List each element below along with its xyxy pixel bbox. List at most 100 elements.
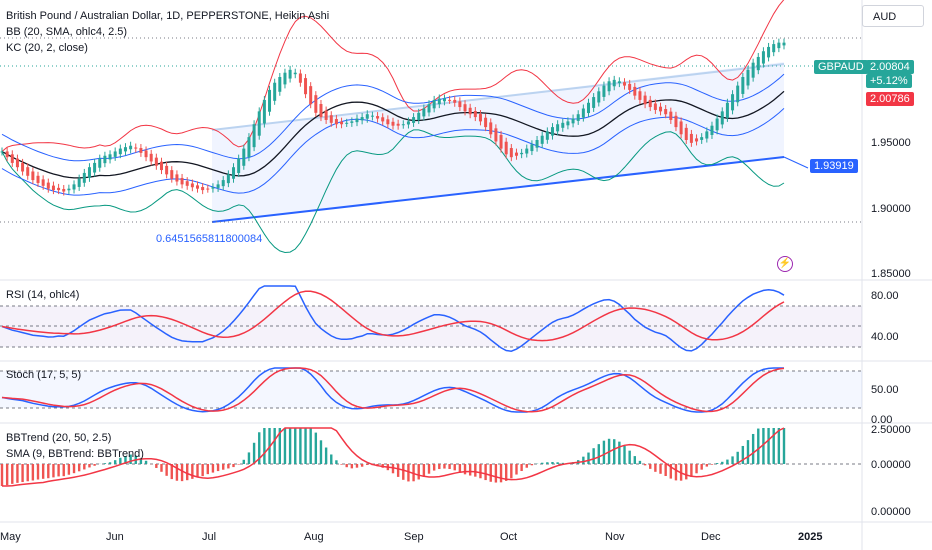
bbtrend-bar (345, 464, 348, 468)
bbtrend-bar (165, 464, 168, 476)
bbtrend-bar (0, 464, 4, 486)
candle-body (587, 102, 590, 114)
bbtrend-bar (299, 428, 302, 464)
price-tick: 1.85000 (871, 268, 911, 280)
candle-body (561, 122, 565, 128)
candle-body (196, 185, 199, 189)
candle-body (298, 73, 302, 83)
bbtrend-bar (664, 464, 667, 477)
bbtrend-bar (31, 464, 35, 481)
bbtrend-bar (597, 444, 600, 464)
bbtrend-bar (623, 445, 626, 464)
bbtrend-bar (83, 464, 86, 470)
bbtrend-bar (360, 464, 364, 467)
candle-body (139, 148, 143, 153)
candle-body (268, 89, 272, 112)
bbtrend-bar (232, 464, 235, 468)
candle-body (216, 184, 220, 188)
bbtrend-bar (36, 464, 40, 480)
bbtrend-bar (546, 462, 549, 464)
basis-line (1, 90, 785, 179)
candle-body (381, 117, 385, 122)
bbtrend-label[interactable]: BBTrend (20, 50, 2.5) (6, 432, 112, 444)
candle-body (31, 171, 35, 181)
flash-icon[interactable]: ⚡ (777, 256, 793, 272)
indicator-bb-label[interactable]: BB (20, SMA, ohlc4, 2.5) (6, 26, 128, 38)
candle-body (715, 118, 719, 131)
bbtrend-bar (216, 464, 220, 472)
indicator-kc-label[interactable]: KC (20, 2, close) (6, 42, 88, 54)
candle-body (550, 127, 554, 136)
bbtrend-bar (304, 428, 307, 464)
bbtrend-sma-label[interactable]: SMA (9, BBTrend: BBTrend) (6, 448, 144, 460)
bbtrend-bar (772, 428, 775, 464)
bbtrend-bar (57, 464, 60, 477)
stoch-band (0, 371, 862, 408)
currency-selector[interactable]: AUD (862, 5, 924, 27)
candle-body (751, 62, 755, 78)
candle-body (504, 141, 508, 155)
candle-body (412, 117, 416, 123)
bbtrend-tick: 0.00000 (871, 459, 911, 471)
candle-body (597, 91, 601, 103)
candle-body (648, 99, 652, 108)
candle-body (370, 115, 374, 117)
change-tag: +5.12% (866, 74, 912, 88)
candle-body (123, 147, 127, 152)
candle-body (201, 187, 205, 191)
bbtrend-bar (721, 461, 724, 464)
channel-price-tag: 1.93919 (810, 159, 858, 173)
candle-body (643, 95, 647, 105)
rsi-label[interactable]: RSI (14, ohlc4) (6, 289, 80, 301)
bbtrend-bar (335, 460, 338, 464)
bbtrend-bar (227, 464, 230, 469)
candle-body (705, 131, 709, 139)
candle-body (545, 131, 549, 140)
candle-body (247, 137, 251, 158)
bbtrend-bar (628, 450, 631, 464)
bbtrend-bar (350, 464, 354, 469)
candle-body (77, 178, 81, 187)
bbtrend-bar (72, 464, 76, 474)
bbtrend-bar (520, 464, 523, 472)
bbtrend-bar (309, 428, 312, 464)
candle-body (252, 124, 256, 148)
bbtrend-bar (139, 457, 143, 464)
candle-body (283, 72, 287, 85)
candle-body (232, 167, 236, 179)
candle-body (453, 99, 457, 103)
bbtrend-bar (484, 464, 487, 481)
candle-body (154, 157, 158, 166)
candle-body (725, 102, 729, 118)
candle-body (581, 108, 585, 118)
candle-body (700, 137, 704, 140)
bbtrend-bar (283, 428, 287, 464)
candle-body (159, 161, 163, 171)
candle-body (21, 162, 25, 172)
bbtrend-bar (396, 464, 400, 477)
candle-body (422, 108, 426, 117)
bbtrend-bar (777, 428, 781, 464)
candle-body (489, 122, 493, 135)
candle-body (334, 119, 338, 125)
bbtrend-bar (402, 464, 405, 480)
bbtrend-bar (556, 462, 559, 464)
bb-lower-line (1, 129, 785, 254)
candle-body (607, 81, 611, 92)
candle-body (5, 151, 9, 158)
bbtrend-bar (211, 464, 215, 473)
bbtrend-bar (540, 462, 544, 464)
bbtrend-bar (407, 464, 410, 482)
bbtrend-bar (504, 464, 508, 481)
candle-body (767, 46, 771, 58)
bbtrend-bar (669, 464, 673, 479)
rsi-ma-line (1, 290, 785, 342)
bbtrend-bar (119, 457, 122, 464)
price-tick: 1.90000 (871, 203, 911, 215)
candle-body (304, 78, 308, 95)
candle-body (345, 122, 349, 124)
stoch-label[interactable]: Stoch (17, 5, 5) (6, 369, 82, 381)
bbtrend-bar (124, 456, 127, 464)
candle-body (756, 56, 760, 71)
